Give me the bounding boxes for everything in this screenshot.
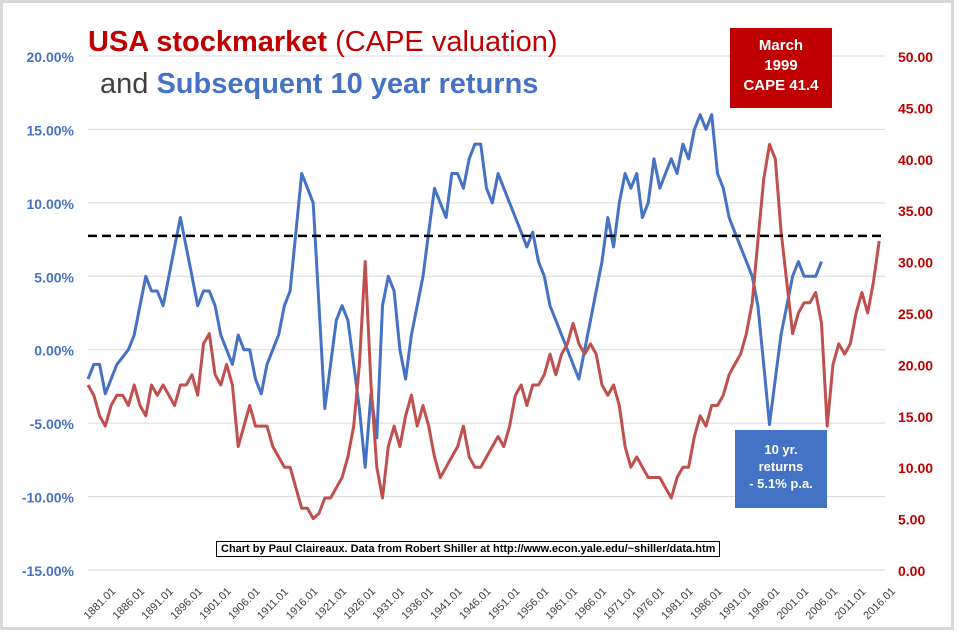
cape-line (86, 142, 881, 521)
y-left-tick-label: -10.00% (22, 490, 75, 506)
callout-march-line-1: March (758, 37, 804, 54)
y-left-tick-label: -15.00% (22, 563, 75, 579)
callout-10yr-returns: 10 yr. returns - 5.1% p.a. (735, 430, 827, 508)
callout-returns-line-3: - 5.1% p.a. (749, 476, 813, 491)
y-right-tick-label: 30.00 (898, 255, 933, 271)
chart-title-line-2: and Subsequent 10 year returns (100, 68, 538, 101)
y-right-tick-label: 15.00 (898, 409, 933, 425)
callout-returns-line-2: returns (758, 459, 804, 474)
y-left-tick-label: 15.00% (27, 122, 75, 138)
y-right-tick-label: 50.00 (898, 49, 933, 65)
y-right-tick-label: 25.00 (898, 306, 933, 322)
y-right-tick-label: 40.00 (898, 152, 933, 168)
y-right-tick-label: 0.00 (898, 563, 925, 579)
y-left-tick-label: -5.00% (30, 416, 75, 432)
y-left-tick-label: 10.00% (27, 196, 75, 212)
y-right-tick-label: 35.00 (898, 203, 933, 219)
chart-credit: Chart by Paul Claireaux. Data from Rober… (216, 541, 721, 557)
y-right-tick-label: 20.00 (898, 357, 933, 373)
title-subsequent-returns: Subsequent 10 year returns (156, 68, 539, 100)
callout-march-line-2: 1999 (764, 57, 798, 74)
y-left-tick-label: 0.00% (34, 343, 74, 359)
y-right-tick-label: 5.00 (898, 512, 925, 528)
title-usa-stockmarket: USA stockmarket (88, 26, 328, 58)
y-right-tick-label: 10.00 (898, 460, 933, 476)
callout-march-1999: March 1999 CAPE 41.4 (730, 28, 832, 108)
y-left-tick-label: 5.00% (34, 269, 74, 285)
y-right-tick-label: 45.00 (898, 100, 933, 116)
chart-title-line-1: USA stockmarket (CAPE valuation) (88, 26, 558, 59)
callout-returns-line-1: 10 yr. (764, 442, 798, 457)
returns-10yr-line (86, 113, 823, 469)
title-and: and (100, 68, 157, 100)
title-cape-valuation: (CAPE valuation) (327, 26, 558, 58)
x-tick-label: 2016.01 (861, 586, 898, 623)
callout-march-line-3: CAPE 41.4 (743, 77, 819, 94)
y-left-tick-label: 20.00% (27, 49, 75, 65)
